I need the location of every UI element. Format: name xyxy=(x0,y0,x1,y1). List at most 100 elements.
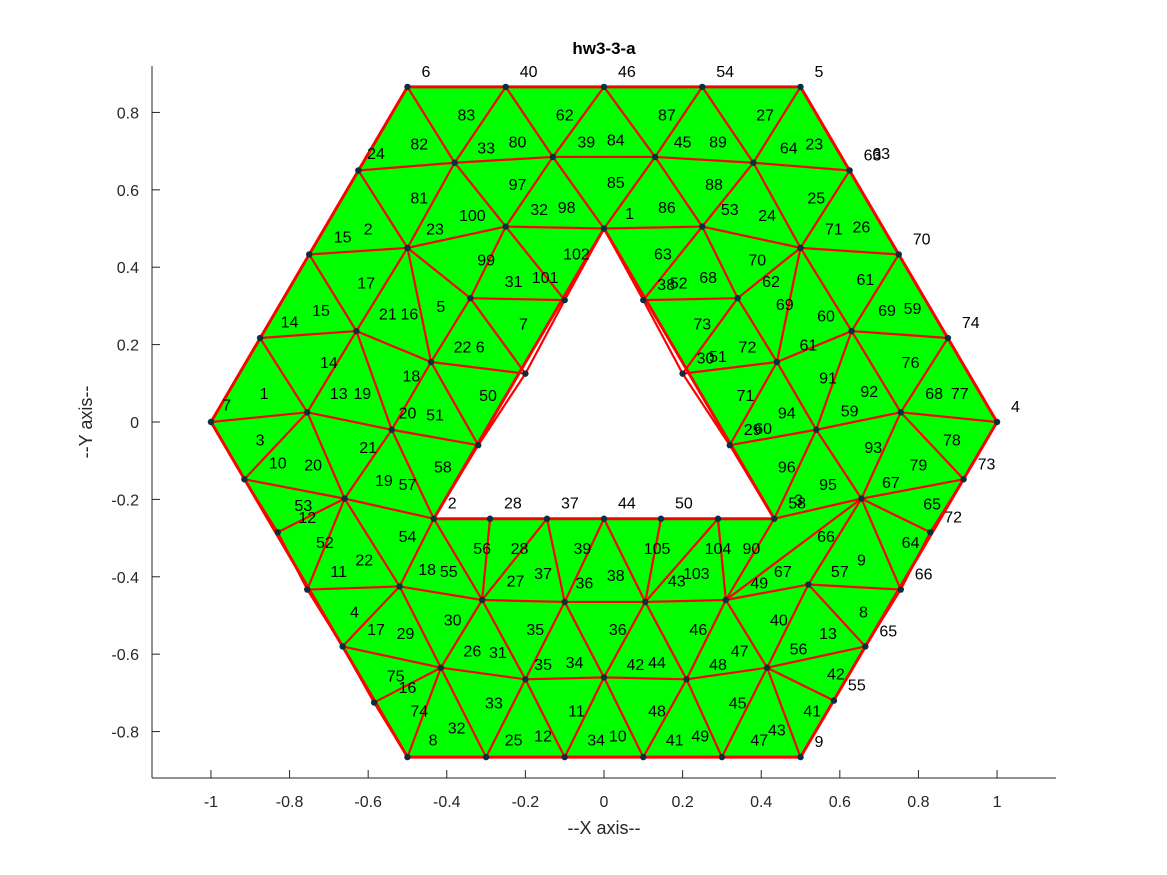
triangle-label: 22 xyxy=(355,552,373,569)
mesh-edge xyxy=(602,600,647,679)
mesh-edge xyxy=(551,85,606,159)
mesh-edge xyxy=(807,583,867,648)
y-tick-label: -0.2 xyxy=(111,492,139,509)
mesh-node xyxy=(600,674,608,681)
triangle-label: 36 xyxy=(609,622,627,639)
mesh-edge xyxy=(563,517,606,604)
mesh-edge xyxy=(642,678,688,759)
mesh-node xyxy=(543,515,551,522)
triangle-label: 85 xyxy=(607,175,625,192)
mesh-edge xyxy=(453,161,507,228)
triangle-label: 60 xyxy=(754,421,772,438)
triangle-label: 67 xyxy=(774,564,792,581)
triangle-label: 39 xyxy=(577,134,595,151)
mesh-node xyxy=(734,294,741,302)
mesh-edge xyxy=(685,598,727,681)
triangle-label: 32 xyxy=(448,721,466,738)
mesh-node xyxy=(341,495,348,502)
triangle-label: 20 xyxy=(399,405,417,422)
triangle-label: 94 xyxy=(778,405,796,422)
triangle-label: 4 xyxy=(350,605,359,622)
triangle-label: 86 xyxy=(658,200,676,217)
mesh-node xyxy=(858,495,865,502)
mesh-layer xyxy=(209,85,999,759)
triangle-label: 76 xyxy=(902,355,920,372)
triangle-label: 10 xyxy=(269,456,287,473)
x-tick-label: -0.4 xyxy=(433,794,461,811)
triangle-label: 22 xyxy=(454,340,472,357)
triangle-label: 7 xyxy=(519,316,528,333)
triangle-label: 63 xyxy=(654,247,672,264)
mesh-node xyxy=(960,476,967,483)
mesh-edge xyxy=(681,297,739,375)
triangle-label: 13 xyxy=(819,626,837,643)
triangle-label: 49 xyxy=(691,728,709,745)
mesh-node xyxy=(944,334,952,342)
triangle-label: 6 xyxy=(476,340,485,357)
triangle-label: 39 xyxy=(573,541,591,558)
mesh-edge xyxy=(752,85,802,164)
triangle-label: 66 xyxy=(817,529,835,546)
mesh-edge xyxy=(398,585,442,669)
triangle-label: 90 xyxy=(742,541,760,558)
mesh-edge xyxy=(432,517,484,602)
triangle-label: 81 xyxy=(410,191,428,208)
mesh-edge xyxy=(524,299,566,375)
mesh-edge xyxy=(736,297,779,364)
triangle-label: 58 xyxy=(434,460,452,477)
triangle-label: 13 xyxy=(330,386,348,403)
mesh-edge xyxy=(899,336,950,414)
x-tick-label: 0.4 xyxy=(750,794,772,811)
triangle-label: 62 xyxy=(556,107,574,124)
x-tick-label: 0.8 xyxy=(907,794,929,811)
mesh-edge xyxy=(799,169,851,249)
mesh-node xyxy=(370,699,378,706)
mesh-node xyxy=(657,515,665,522)
triangle-label: 27 xyxy=(507,574,525,591)
triangle-label: 36 xyxy=(575,576,593,593)
mesh-node xyxy=(897,586,904,593)
triangle-label: 14 xyxy=(320,355,338,372)
mesh-node xyxy=(763,664,771,671)
mesh-edge xyxy=(602,676,645,759)
mesh-edge xyxy=(681,360,779,375)
mesh-edge xyxy=(724,497,863,602)
triangle-label: 43 xyxy=(668,574,686,591)
triangle-label: 60 xyxy=(817,309,835,326)
mesh-edge xyxy=(799,246,900,256)
mesh-edge xyxy=(815,329,853,431)
mesh-node xyxy=(404,244,411,252)
triangle-label: 43 xyxy=(768,723,786,740)
mesh-edge xyxy=(343,428,393,500)
node-label: 74 xyxy=(962,315,980,332)
mesh-node xyxy=(475,442,482,449)
triangle-label: 24 xyxy=(367,146,385,163)
triangle-label: 42 xyxy=(627,657,645,674)
node-label: 66 xyxy=(915,567,933,584)
mesh-edge xyxy=(406,225,507,249)
mesh-edge xyxy=(860,478,965,500)
triangle-label: 28 xyxy=(511,541,529,558)
triangle-label: 75 xyxy=(387,668,405,685)
mesh-edge xyxy=(773,497,863,520)
triangle-label: 104 xyxy=(705,541,732,558)
mesh-edge xyxy=(372,666,442,704)
triangle-label: 61 xyxy=(799,338,817,355)
mesh-node xyxy=(813,426,820,433)
mesh-edge xyxy=(357,161,456,172)
mesh-edge xyxy=(602,85,657,159)
triangle-label: 73 xyxy=(693,316,711,333)
mesh-node xyxy=(895,251,902,258)
node-label: 29 xyxy=(744,422,762,439)
mesh-node xyxy=(718,753,726,761)
mesh-node xyxy=(486,515,494,522)
mesh-node xyxy=(699,83,706,91)
mesh-edge xyxy=(775,360,818,431)
mesh-node xyxy=(830,697,838,704)
mesh-node xyxy=(502,223,509,230)
mesh-edge xyxy=(209,411,309,424)
mesh-node xyxy=(714,515,722,522)
mesh-edge xyxy=(642,297,739,302)
triangle-label: 34 xyxy=(566,655,584,672)
